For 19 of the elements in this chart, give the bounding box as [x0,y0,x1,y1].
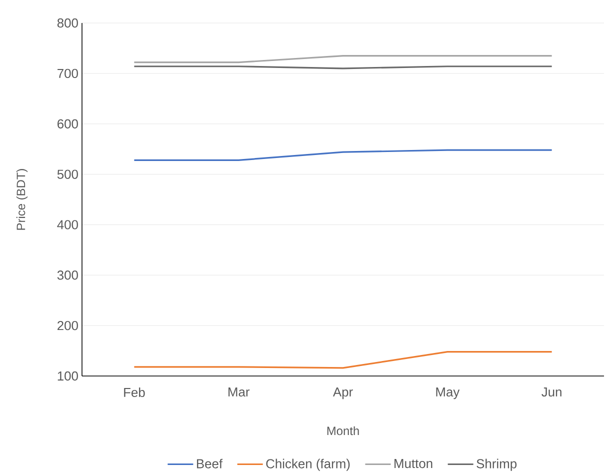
x-tick-label: May [436,388,460,400]
y-tick-label: 800 [57,18,78,28]
y-tick-label: 200 [58,320,78,330]
legend-label: Chicken (farm) [266,458,350,471]
y-tick-label: 400 [57,220,78,230]
y-tick-label: 600 [58,119,78,128]
legend-label: Beef [196,458,223,468]
y-tick-label: 100 [58,371,78,381]
x-tick-label: Jun [542,388,562,397]
x-tick-label: Feb [124,388,145,398]
y-tick-label: 700 [58,68,78,78]
legend-label: Mutton [394,459,432,468]
legend-label: Shrimp [476,458,517,471]
x-axis-title: Month [327,426,359,436]
y-tick-label: 500 [57,170,78,179]
x-tick-label: Mar [228,388,250,397]
x-tick-label: Apr [332,388,353,400]
y-tick-label: 300 [57,270,78,280]
y-axis-title: Price (BDT) [16,169,28,230]
